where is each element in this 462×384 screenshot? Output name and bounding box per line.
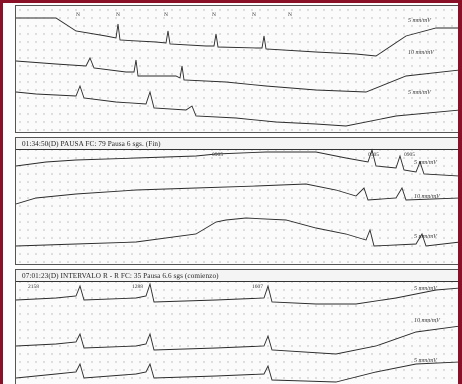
ecg-strip-3: 07:01:23(D) INTERVALO R - R FC: 35 Pausa… xyxy=(15,269,458,384)
lead-3-trace xyxy=(16,217,458,247)
gain-label: 10 mm/mV xyxy=(414,318,440,324)
gain-label: 5 mm/mV xyxy=(414,358,437,364)
gain-label: 5 mm/mV xyxy=(414,160,437,166)
lead-1-trace xyxy=(16,148,458,177)
beat-label: 0905 xyxy=(368,152,379,158)
lead-2-trace xyxy=(16,183,458,205)
gain-label: 5 mm/mV xyxy=(408,18,431,24)
beat-label: 2158 xyxy=(28,284,39,290)
beat-label: N xyxy=(164,12,168,18)
lead-2-trace xyxy=(16,56,458,93)
beat-label: N xyxy=(212,12,216,18)
ecg-traces-strip-2 xyxy=(16,148,458,247)
beat-label: 0905 xyxy=(404,152,415,158)
beat-label: N xyxy=(252,12,256,18)
lead-3-trace xyxy=(16,361,458,383)
ecg-strip-2: 01:34:50(D) PAUSA FC: 79 Pausa 6 sgs. (F… xyxy=(15,137,458,265)
beat-label: 1288 xyxy=(132,284,143,290)
gain-label: 10 mm/mV xyxy=(408,50,434,56)
lead-1-trace xyxy=(16,282,458,305)
beat-label: 0905 xyxy=(212,152,223,158)
gain-label: 5 mm/mV xyxy=(414,234,437,240)
strip-header: 01:34:50(D) PAUSA FC: 79 Pausa 6 sgs. (F… xyxy=(16,138,458,150)
ecg-strip-1: N N N N N N 5 mm/mV 10 mm/mV 5 mm/mV xyxy=(15,5,458,133)
beat-label: N xyxy=(288,12,292,18)
lead-2-trace xyxy=(16,325,458,355)
lead-1-trace xyxy=(16,17,458,57)
lead-3-trace xyxy=(16,84,458,127)
beat-label: N xyxy=(116,12,120,18)
ecg-traces-strip-1 xyxy=(16,17,458,127)
beat-label: N xyxy=(76,12,80,18)
gain-label: 5 mm/mV xyxy=(408,90,431,96)
gain-label: 10 mm/mV xyxy=(414,194,440,200)
ecg-traces-strip-3 xyxy=(16,282,458,383)
strip-header: 07:01:23(D) INTERVALO R - R FC: 35 Pausa… xyxy=(16,270,458,282)
gain-label: 5 mm/mV xyxy=(414,286,437,292)
beat-label: 1607 xyxy=(252,284,263,290)
